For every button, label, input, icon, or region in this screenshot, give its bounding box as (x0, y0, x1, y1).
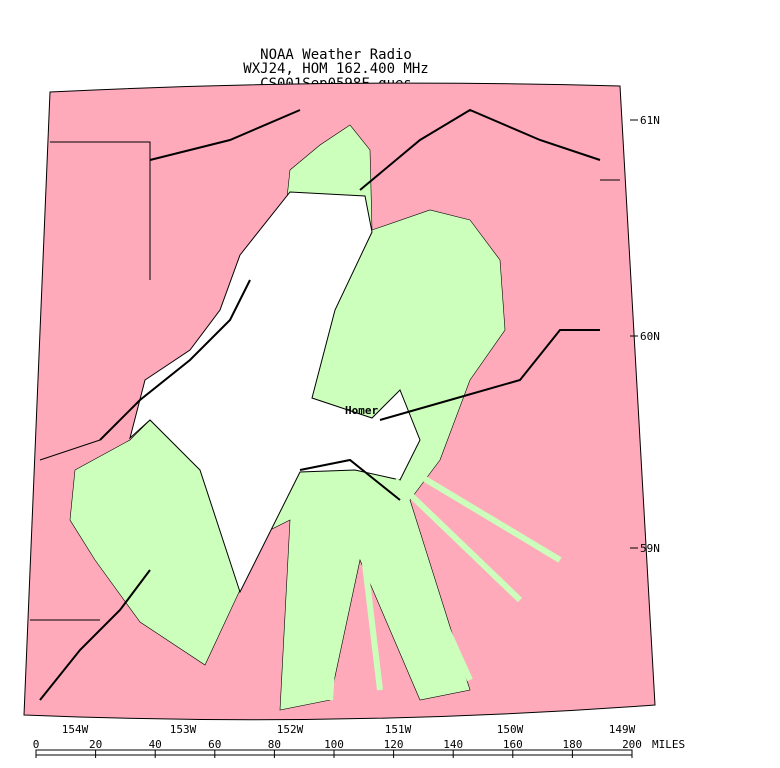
scale-label: 200 (622, 738, 642, 751)
lat-label: 59N (640, 542, 660, 555)
scale-label: 60 (208, 738, 221, 751)
lat-labels: 61N 60N 59N (630, 114, 660, 555)
scale-label: 160 (503, 738, 523, 751)
scale-label: 100 (324, 738, 344, 751)
lon-labels: 154W 153W 152W 151W 150W 149W (62, 723, 636, 736)
lon-label: 151W (385, 723, 412, 736)
scale-label: 0 (33, 738, 40, 751)
lon-label: 154W (62, 723, 89, 736)
coastline (39, 108, 601, 701)
scale-bar: MILES 0 20 40 60 80 100 120 140 160 180 200 (33, 738, 685, 758)
lat-label: 61N (640, 114, 660, 127)
scale-label: 140 (443, 738, 463, 751)
coverage-area (129, 191, 421, 594)
scale-label: 40 (149, 738, 162, 751)
lon-label: 149W (609, 723, 636, 736)
title-line: WXJ24, HOM 162.400 MHz (243, 61, 428, 77)
lon-label: 152W (277, 723, 304, 736)
scale-label: 180 (562, 738, 582, 751)
lon-label: 150W (497, 723, 524, 736)
scale-label: 20 (89, 738, 102, 751)
title-line: NOAA Weather Radio (260, 47, 412, 63)
lat-label: 60N (640, 330, 660, 343)
scale-label: 80 (268, 738, 281, 751)
coverage-fringe (69, 419, 241, 666)
place-label: Homer (345, 404, 378, 417)
lon-label: 153W (170, 723, 197, 736)
scale-unit: MILES (652, 738, 685, 751)
map: Homer (23, 82, 656, 721)
boundary (30, 141, 620, 621)
rays (297, 467, 562, 701)
scale-label: 120 (384, 738, 404, 751)
